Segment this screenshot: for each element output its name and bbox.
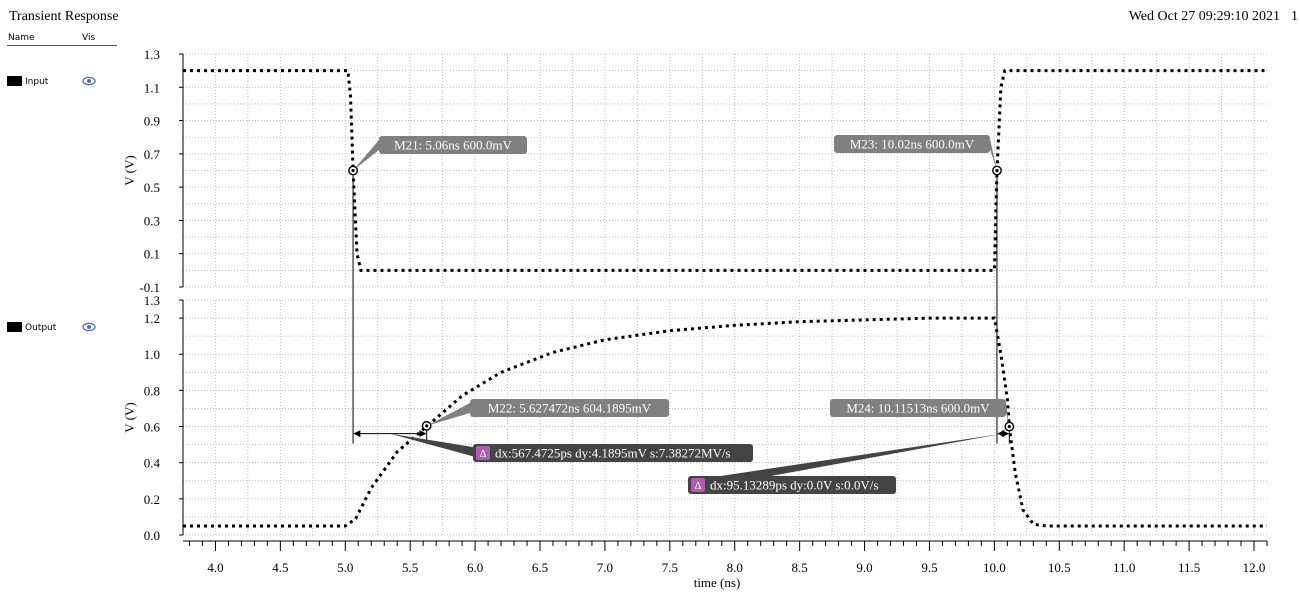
x-tick-label: 5.5: [402, 560, 418, 575]
timestamp: Wed Oct 27 09:29:10 2021: [1128, 9, 1280, 24]
x-tick-label: 9.5: [921, 560, 937, 575]
marker-label-bg: [470, 399, 669, 417]
y-tick-label: 0.6: [144, 420, 161, 435]
x-tick-label: 8.5: [792, 560, 808, 575]
marker-label-m21: M21: 5.06ns 600.0mV: [394, 138, 512, 153]
y-axis-label: V (V): [122, 402, 137, 432]
marker-label-m22: M22: 5.627472ns 604.1895mV: [488, 401, 652, 416]
eye-icon[interactable]: [82, 322, 96, 332]
delta-label-bg: [473, 444, 753, 462]
x-tick-label: 4.0: [207, 560, 223, 575]
marker-point-center: [351, 168, 355, 173]
delta-pointer: [389, 433, 479, 458]
delta-icon: [476, 446, 490, 460]
delta-glyph: Δ: [479, 448, 486, 460]
legend-header: Name Vis: [7, 31, 117, 46]
x-tick-label: 10.5: [1048, 560, 1071, 575]
x-tick-label: 12.0: [1243, 560, 1266, 575]
y-tick-label: 1.1: [144, 80, 160, 95]
marker-pointer: [353, 140, 379, 171]
y-tick-label: 0.4: [144, 456, 161, 471]
y-tick-label: 0.0: [144, 528, 160, 543]
legend-swatch: [7, 322, 22, 332]
marker-label-bg: [379, 136, 527, 154]
y-tick-label: 0.3: [144, 213, 160, 228]
y-tick-label: 1.3: [144, 293, 160, 308]
marker-pointer: [990, 139, 997, 171]
legend-item-label: Output: [25, 323, 57, 333]
x-tick-label: 10.0: [983, 560, 1006, 575]
legend-item-label: Input: [25, 77, 49, 87]
marker-point-center: [425, 424, 429, 428]
y-tick-label: 0.1: [144, 247, 160, 262]
y-tick-label: 1.0: [144, 347, 160, 362]
legend-swatch: [7, 76, 22, 86]
y-tick-label: 0.9: [144, 114, 160, 129]
delta-pointer: [694, 433, 1004, 490]
marker-label-m24: M24: 10.11513ns 600.0mV: [846, 401, 990, 416]
y-axis-label: V (V): [122, 155, 137, 185]
trace-output: [183, 316, 1267, 528]
y-tick-label: 1.3: [144, 47, 160, 62]
y-tick-label: 1.2: [144, 311, 160, 326]
delta-label-2: dx:95.13289ps dy:0.0V s:0.0V/s: [710, 478, 878, 493]
marker-pointer: [426, 403, 470, 426]
marker-label-m23: M23: 10.02ns 600.0mV: [850, 137, 975, 152]
legend-vis-header: Vis: [82, 33, 96, 43]
y-tick-label: 0.5: [144, 180, 160, 195]
y-tick-label: 0.7: [144, 147, 161, 162]
x-tick-label: 8.0: [727, 560, 743, 575]
x-tick-label: 4.5: [272, 560, 288, 575]
x-tick-label: 7.0: [597, 560, 613, 575]
x-tick-label: 5.0: [337, 560, 353, 575]
legend-name-header: Name: [8, 33, 35, 43]
x-tick-label: 9.0: [856, 560, 872, 575]
trace-input: [183, 69, 1267, 272]
delta-icon: [691, 478, 705, 492]
y-tick-label: -0.1: [139, 280, 160, 295]
eye-icon[interactable]: [82, 76, 96, 86]
x-tick-label: 11.5: [1178, 560, 1200, 575]
x-tick-label: 7.5: [662, 560, 678, 575]
x-tick-label: 6.0: [467, 560, 483, 575]
x-tick-label: 6.5: [532, 560, 548, 575]
chart-title: Transient Response: [9, 9, 119, 24]
x-tick-label: 11.0: [1113, 560, 1135, 575]
marker-label-bg: [830, 399, 1006, 417]
delta-label-bg: [688, 476, 896, 494]
marker-point-center: [1007, 424, 1011, 429]
marker-label-bg: [834, 135, 990, 153]
delta-glyph: Δ: [694, 480, 701, 492]
marker-pointer: [1006, 403, 1010, 427]
delta-label-1: dx:567.4725ps dy:4.1895mV s:7.38272MV/s: [495, 446, 731, 461]
x-axis-label: time (ns): [694, 575, 741, 590]
page-number: 1: [1291, 9, 1298, 24]
y-tick-label: 0.8: [144, 383, 160, 398]
y-tick-label: 0.2: [144, 492, 160, 507]
marker-point-center: [995, 168, 999, 173]
